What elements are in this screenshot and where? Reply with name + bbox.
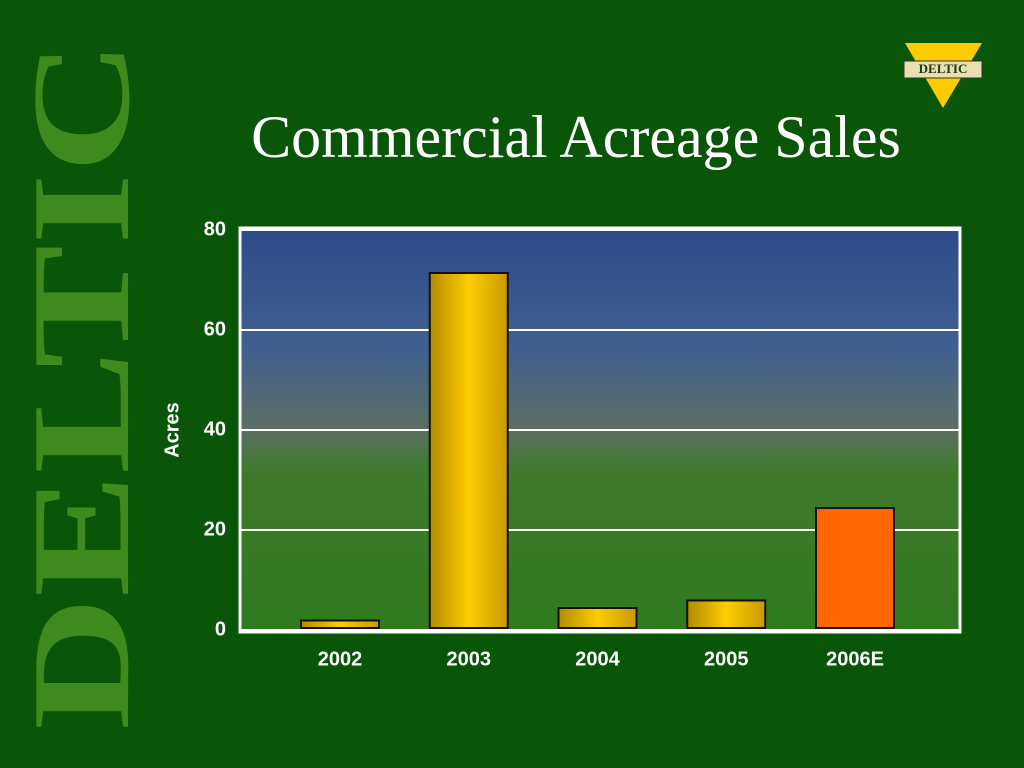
bar — [428, 272, 509, 629]
x-tick-label: 2003 — [447, 648, 492, 670]
y-axis-label: Acres — [161, 402, 183, 458]
logo-text: DELTIC — [919, 61, 968, 76]
logo-band — [903, 60, 983, 79]
x-tick-label: 2005 — [704, 648, 749, 670]
bar — [686, 599, 767, 629]
bar — [557, 607, 638, 629]
bar — [300, 619, 380, 629]
x-tick-label: 2006E — [826, 648, 884, 670]
x-tick-label: 2004 — [575, 648, 620, 670]
bar — [815, 507, 895, 629]
brand-watermark: DELTIC — [4, 40, 159, 730]
plot-frame — [238, 226, 962, 634]
y-tick-label: 0 — [215, 618, 226, 640]
y-tick-label: 20 — [204, 518, 226, 540]
chart-title: Commercial Acreage Sales — [251, 104, 901, 170]
y-tick-label: 60 — [204, 318, 226, 340]
y-tick-label: 80 — [204, 218, 226, 240]
x-tick-label: 2002 — [318, 648, 363, 670]
y-tick-label: 40 — [204, 418, 226, 440]
logo: DELTIC — [903, 43, 983, 108]
